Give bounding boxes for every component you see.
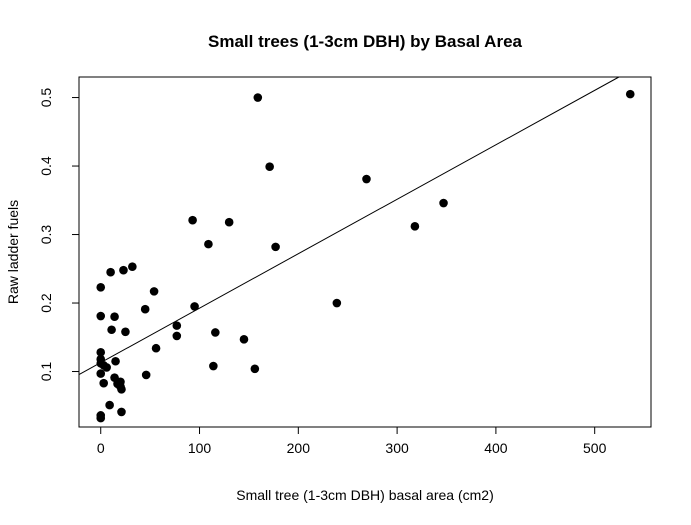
data-point bbox=[128, 262, 137, 272]
plot-frame bbox=[78, 76, 652, 428]
y-axis-label: Raw ladder fuels bbox=[5, 200, 21, 304]
data-point bbox=[211, 328, 220, 337]
data-point bbox=[271, 242, 280, 252]
data-point bbox=[250, 364, 260, 374]
data-point bbox=[102, 363, 111, 372]
data-point bbox=[151, 343, 161, 353]
data-point bbox=[172, 331, 182, 341]
data-point bbox=[140, 304, 150, 314]
data-point bbox=[149, 287, 159, 296]
regression-line bbox=[78, 76, 620, 376]
data-point bbox=[172, 321, 182, 330]
data-point bbox=[253, 93, 263, 102]
x-tick-label: 200 bbox=[287, 440, 311, 456]
data-point bbox=[332, 298, 342, 308]
x-axis-label: Small tree (1-3cm DBH) basal area (cm2) bbox=[236, 487, 494, 503]
x-axis: 0 100 200 300 400 500 bbox=[97, 427, 607, 456]
y-tick-label: 0.5 bbox=[38, 88, 54, 108]
data-points bbox=[96, 89, 635, 423]
data-point bbox=[105, 400, 114, 410]
data-point bbox=[209, 361, 218, 371]
data-point bbox=[96, 311, 106, 321]
y-tick-label: 0.4 bbox=[38, 156, 54, 176]
chart-title: Small trees (1-3cm DBH) by Basal Area bbox=[208, 32, 523, 51]
y-tick-label: 0.1 bbox=[38, 362, 54, 382]
data-point bbox=[119, 265, 128, 275]
x-tick-label: 500 bbox=[583, 440, 607, 456]
x-tick-label: 400 bbox=[484, 440, 508, 456]
data-point bbox=[190, 302, 199, 311]
data-point bbox=[110, 312, 119, 322]
data-point bbox=[99, 378, 108, 388]
x-tick-label: 100 bbox=[188, 440, 212, 456]
data-point bbox=[204, 239, 213, 249]
data-point bbox=[106, 267, 115, 277]
y-tick-label: 0.2 bbox=[38, 293, 54, 313]
data-point bbox=[121, 327, 130, 337]
data-point bbox=[96, 282, 106, 292]
data-point bbox=[111, 356, 120, 366]
y-axis: 0.1 0.2 0.3 0.4 0.5 bbox=[38, 88, 79, 382]
y-tick-label: 0.3 bbox=[38, 225, 54, 245]
data-point bbox=[107, 325, 116, 335]
data-point bbox=[410, 222, 420, 231]
data-point bbox=[224, 217, 234, 227]
data-point bbox=[239, 335, 249, 344]
x-tick-label: 0 bbox=[97, 440, 105, 456]
data-point bbox=[362, 174, 371, 184]
data-point bbox=[96, 348, 106, 357]
data-point bbox=[265, 162, 274, 172]
data-point bbox=[141, 370, 151, 380]
data-point bbox=[96, 369, 106, 378]
data-point bbox=[96, 413, 106, 423]
x-tick-label: 300 bbox=[385, 440, 409, 456]
data-point bbox=[117, 385, 126, 394]
data-point bbox=[117, 407, 126, 417]
data-point bbox=[625, 89, 635, 99]
data-point bbox=[188, 215, 197, 225]
data-point bbox=[439, 198, 448, 208]
